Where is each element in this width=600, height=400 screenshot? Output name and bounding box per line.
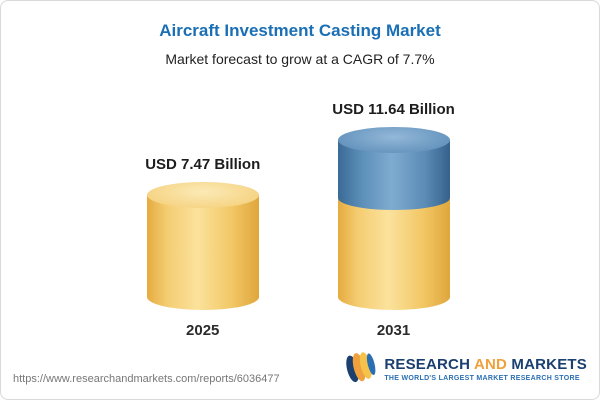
value-label-2025: USD 7.47 Billion — [145, 156, 261, 173]
logo-word-research: RESEARCH — [384, 355, 471, 373]
chart-header: Aircraft Investment Casting Market Marke… — [1, 1, 599, 67]
logo-word-and: AND — [473, 355, 508, 373]
cylinder-body-yellow — [146, 195, 259, 310]
category-label-2031: 2031 — [376, 322, 411, 339]
category-label-2025: 2025 — [186, 322, 220, 339]
globe-logo-icon — [343, 350, 377, 389]
logo-word-markets: MARKETS — [511, 355, 587, 373]
cylinder-top-ellipse — [146, 182, 259, 208]
bar-column-2031: USD 11.64 Billion 2031 — [332, 101, 455, 343]
cylinder-top-ellipse — [337, 127, 450, 153]
bar-column-2025: USD 7.47 Billion 2025 — [145, 156, 260, 343]
source-url: https://www.researchandmarkets.com/repor… — [13, 373, 280, 385]
cylinder-segment-yellow — [337, 198, 450, 310]
value-label-2031: USD 11.64 Billion — [332, 101, 455, 118]
logo-text: RESEARCH AND MARKETS THE WORLD'S LARGEST… — [384, 356, 587, 383]
logo-tagline: THE WORLD'S LARGEST MARKET RESEARCH STOR… — [384, 375, 580, 383]
chart-title: Aircraft Investment Casting Market — [159, 21, 441, 40]
logo-wordmark: RESEARCH AND MARKETS — [384, 356, 587, 373]
bar-chart: USD 7.47 Billion 2025 USD 11.64 Billion … — [1, 67, 599, 349]
bar-cylinder-2025 — [146, 182, 259, 310]
chart-subtitle: Market forecast to grow at a CAGR of 7.7… — [165, 51, 435, 67]
footer: https://www.researchandmarkets.com/repor… — [1, 349, 599, 399]
research-and-markets-logo: RESEARCH AND MARKETS THE WORLD'S LARGEST… — [343, 350, 587, 389]
bar-cylinder-2031 — [337, 127, 450, 310]
